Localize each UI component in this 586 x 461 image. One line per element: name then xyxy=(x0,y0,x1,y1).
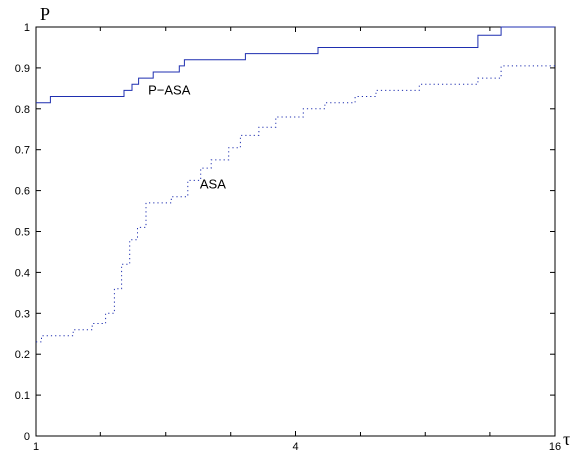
y-tick-label: 0.7 xyxy=(15,145,30,157)
x-tick-label: 4 xyxy=(292,441,298,453)
y-tick-label: 0 xyxy=(24,431,30,443)
x-tick-label: 1 xyxy=(33,441,39,453)
x-tick-label: 16 xyxy=(549,441,561,453)
plot-frame xyxy=(35,26,556,437)
series-annotation: ASA xyxy=(200,177,226,192)
y-tick-label: 0.3 xyxy=(15,308,30,320)
y-tick-label: 0.4 xyxy=(15,267,30,279)
y-tick-label: 0.9 xyxy=(15,63,30,75)
series-annotation: P−ASA xyxy=(148,82,191,97)
y-tick-label: 0.6 xyxy=(15,186,30,198)
y-axis-label: P xyxy=(40,4,50,24)
y-tick-label: 0.2 xyxy=(15,349,30,361)
y-tick-label: 0.5 xyxy=(15,227,30,239)
x-axis-ticks: 1 4 16 xyxy=(33,27,561,453)
series-layer xyxy=(36,26,555,343)
series-line-asa xyxy=(36,65,555,343)
series-line-p-asa xyxy=(36,26,555,104)
annotation-layer: P−ASA ASA xyxy=(148,82,226,191)
y-tick-label: 0.1 xyxy=(15,390,30,402)
y-tick-label: 1 xyxy=(24,22,30,34)
x-axis-label: τ xyxy=(563,429,570,449)
y-axis-ticks: 0 0.1 0.2 0.3 0.4 0.5 0.6 0.7 0.8 0.9 1 xyxy=(15,22,555,443)
y-tick-label: 0.8 xyxy=(15,104,30,116)
